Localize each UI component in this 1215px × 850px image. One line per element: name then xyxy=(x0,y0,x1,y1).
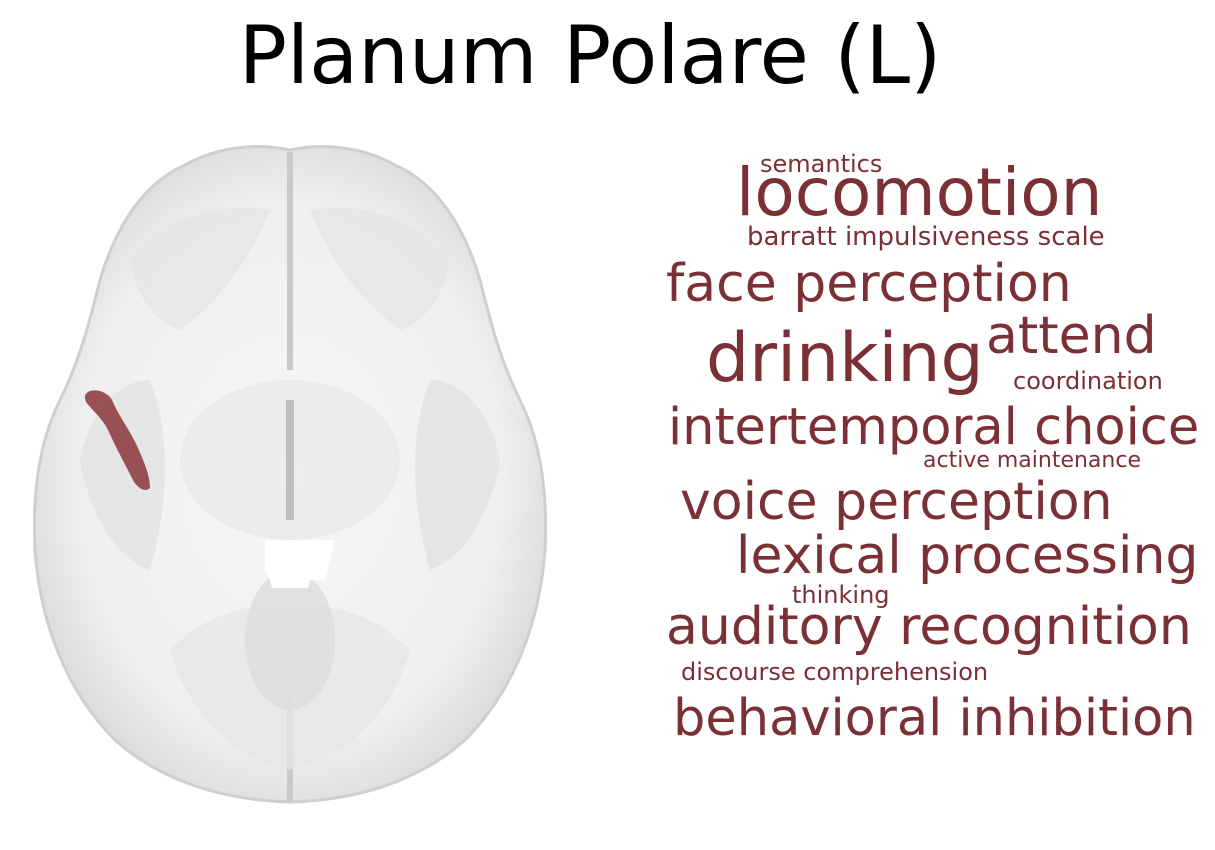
ventricle-gap xyxy=(265,540,335,588)
word-intertemporal-choice: intertemporal choice xyxy=(668,398,1200,457)
word-active-maintenance: active maintenance xyxy=(923,448,1141,473)
temporal-shading-left xyxy=(80,380,165,570)
brain-slice-image xyxy=(32,145,548,804)
cerebellum xyxy=(245,570,335,710)
word-lexical-processing: lexical processing xyxy=(736,526,1199,586)
word-thinking: thinking xyxy=(792,581,890,609)
word-attend: attend xyxy=(986,306,1157,366)
word-behavioral-inhibition: behavioral inhibition xyxy=(673,689,1196,748)
word-discourse-comprehension: discourse comprehension xyxy=(681,658,989,686)
word-locomotion: locomotion xyxy=(736,154,1103,231)
word-voice-perception: voice perception xyxy=(680,472,1113,532)
word-semantics: semantics xyxy=(760,150,883,178)
highlighted-region-planum-polare xyxy=(84,390,150,490)
frontal-shading-right xyxy=(310,207,450,330)
word-coordination: coordination xyxy=(1013,367,1163,395)
word-barratt-impulsiveness-scale: barratt impulsiveness scale xyxy=(747,222,1105,252)
temporal-shading-right xyxy=(415,380,500,570)
word-face-perception: face perception xyxy=(666,254,1072,314)
word-auditory-recognition: auditory recognition xyxy=(666,597,1192,657)
word-drinking: drinking xyxy=(706,319,984,398)
frontal-shading-left xyxy=(130,207,270,330)
figure-title: Planum Polare (L) xyxy=(238,9,942,102)
